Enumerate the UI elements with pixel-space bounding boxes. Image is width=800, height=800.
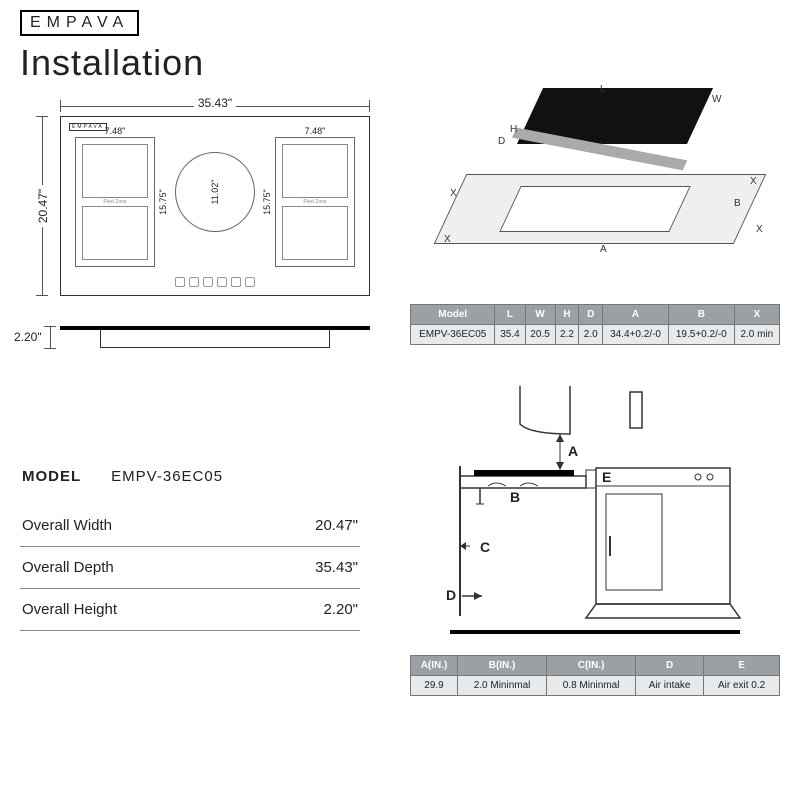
th-model: Model bbox=[411, 305, 495, 325]
plan-and-profile: 35.43" 20.47" EMPAVA 7.48" 15.75" Flexi … bbox=[20, 94, 390, 366]
td-D: 2.0 bbox=[579, 325, 603, 345]
td-W: 20.5 bbox=[525, 325, 555, 345]
ctd-B: 2.0 Mininmal bbox=[458, 676, 547, 696]
left-flex-zone: 7.48" 15.75" Flexi Zone bbox=[75, 137, 155, 267]
dim-depth-label: 20.47" bbox=[36, 185, 50, 227]
cth-E: E bbox=[704, 656, 780, 676]
page-title: Installation bbox=[20, 42, 780, 84]
cth-A: A(IN.) bbox=[411, 656, 458, 676]
dim-overall-width: 35.43" bbox=[60, 94, 370, 116]
clearance-C: C bbox=[480, 539, 490, 555]
td-L: 35.4 bbox=[495, 325, 525, 345]
td-X: 2.0 min bbox=[734, 325, 779, 345]
dim-width-label: 35.43" bbox=[194, 96, 236, 110]
cth-C: C(IN.) bbox=[547, 656, 636, 676]
td-A: 34.4+0.2/-0 bbox=[603, 325, 669, 345]
profile-view: 2.20" bbox=[60, 326, 370, 366]
cutout-and-model-table: L W H D A B X X X X Model L W H D A B X bbox=[410, 94, 780, 366]
right-flex-zone: 7.48" 15.75" Flexi Zone bbox=[275, 137, 355, 267]
iso-label-A: A bbox=[600, 244, 607, 255]
ctd-D: Air intake bbox=[636, 676, 704, 696]
table-row: EMPV-36EC05 35.4 20.5 2.2 2.0 34.4+0.2/-… bbox=[411, 325, 780, 345]
cth-D: D bbox=[636, 656, 704, 676]
center-diameter: 11.02" bbox=[210, 179, 220, 204]
th-H: H bbox=[555, 305, 579, 325]
left-zone-width: 7.48" bbox=[76, 126, 154, 136]
ctd-A: 29.9 bbox=[411, 676, 458, 696]
clearance-table: A(IN.) B(IN.) C(IN.) D E 29.9 2.0 Mininm… bbox=[410, 655, 780, 696]
ctd-E: Air exit 0.2 bbox=[704, 676, 780, 696]
td-H: 2.2 bbox=[555, 325, 579, 345]
th-W: W bbox=[525, 305, 555, 325]
iso-label-H: H bbox=[510, 124, 517, 135]
th-X: X bbox=[734, 305, 779, 325]
summary-key: Overall Width bbox=[22, 517, 112, 534]
th-D: D bbox=[579, 305, 603, 325]
clearance-E: E bbox=[602, 469, 611, 485]
center-burner: 11.02" bbox=[175, 152, 255, 232]
summary-model-value: EMPV-36EC05 bbox=[111, 468, 223, 485]
profile-height-label: 2.20" bbox=[14, 330, 42, 344]
right-zone-text: Flexi Zone bbox=[303, 199, 326, 205]
clearance-diagram: A B C D E bbox=[410, 386, 750, 646]
summary-key: Overall Height bbox=[22, 601, 117, 618]
iso-label-X: X bbox=[450, 188, 457, 199]
dim-overall-depth: 20.47" bbox=[30, 116, 54, 296]
summary-model-key: MODEL bbox=[22, 468, 81, 485]
control-panel bbox=[175, 277, 255, 287]
iso-label-D: D bbox=[498, 136, 505, 147]
cooktop-plan: EMPAVA 7.48" 15.75" Flexi Zone 11.02" 7.… bbox=[60, 116, 370, 296]
td-B: 19.5+0.2/-0 bbox=[668, 325, 734, 345]
iso-label-X: X bbox=[756, 224, 763, 235]
table-row: 29.9 2.0 Mininmal 0.8 Mininmal Air intak… bbox=[411, 676, 780, 696]
iso-label-X: X bbox=[444, 234, 451, 245]
th-B: B bbox=[668, 305, 734, 325]
iso-label-L: L bbox=[600, 84, 606, 95]
iso-label-B: B bbox=[734, 198, 741, 209]
cutout-isometric: L W H D A B X X X X bbox=[410, 94, 780, 304]
iso-label-X: X bbox=[750, 176, 757, 187]
th-L: L bbox=[495, 305, 525, 325]
model-spec-table: Model L W H D A B X EMPV-36EC05 35.4 20.… bbox=[410, 304, 780, 345]
brand-logo: EMPAVA bbox=[20, 10, 139, 36]
summary-value: 35.43" bbox=[315, 559, 358, 576]
summary-key: Overall Depth bbox=[22, 559, 114, 576]
clearance-A: A bbox=[568, 443, 578, 459]
left-zone-text: Flexi Zone bbox=[103, 199, 126, 205]
summary-value: 2.20" bbox=[323, 601, 358, 618]
clearance-D: D bbox=[446, 587, 456, 603]
th-A: A bbox=[603, 305, 669, 325]
model-summary: MODEL EMPV-36EC05 Overall Width 20.47" O… bbox=[20, 386, 390, 696]
iso-label-W: W bbox=[712, 94, 721, 105]
right-zone-width: 7.48" bbox=[276, 126, 354, 136]
summary-value: 20.47" bbox=[315, 517, 358, 534]
clearance-B: B bbox=[510, 489, 520, 505]
clearance-section: A B C D E A(IN.) B(IN.) C(IN.) D E 29.9 … bbox=[410, 386, 780, 696]
ctd-C: 0.8 Mininmal bbox=[547, 676, 636, 696]
cth-B: B(IN.) bbox=[458, 656, 547, 676]
right-zone-height: 15.75" bbox=[262, 189, 272, 215]
left-zone-height: 15.75" bbox=[158, 189, 168, 215]
td-model: EMPV-36EC05 bbox=[411, 325, 495, 345]
